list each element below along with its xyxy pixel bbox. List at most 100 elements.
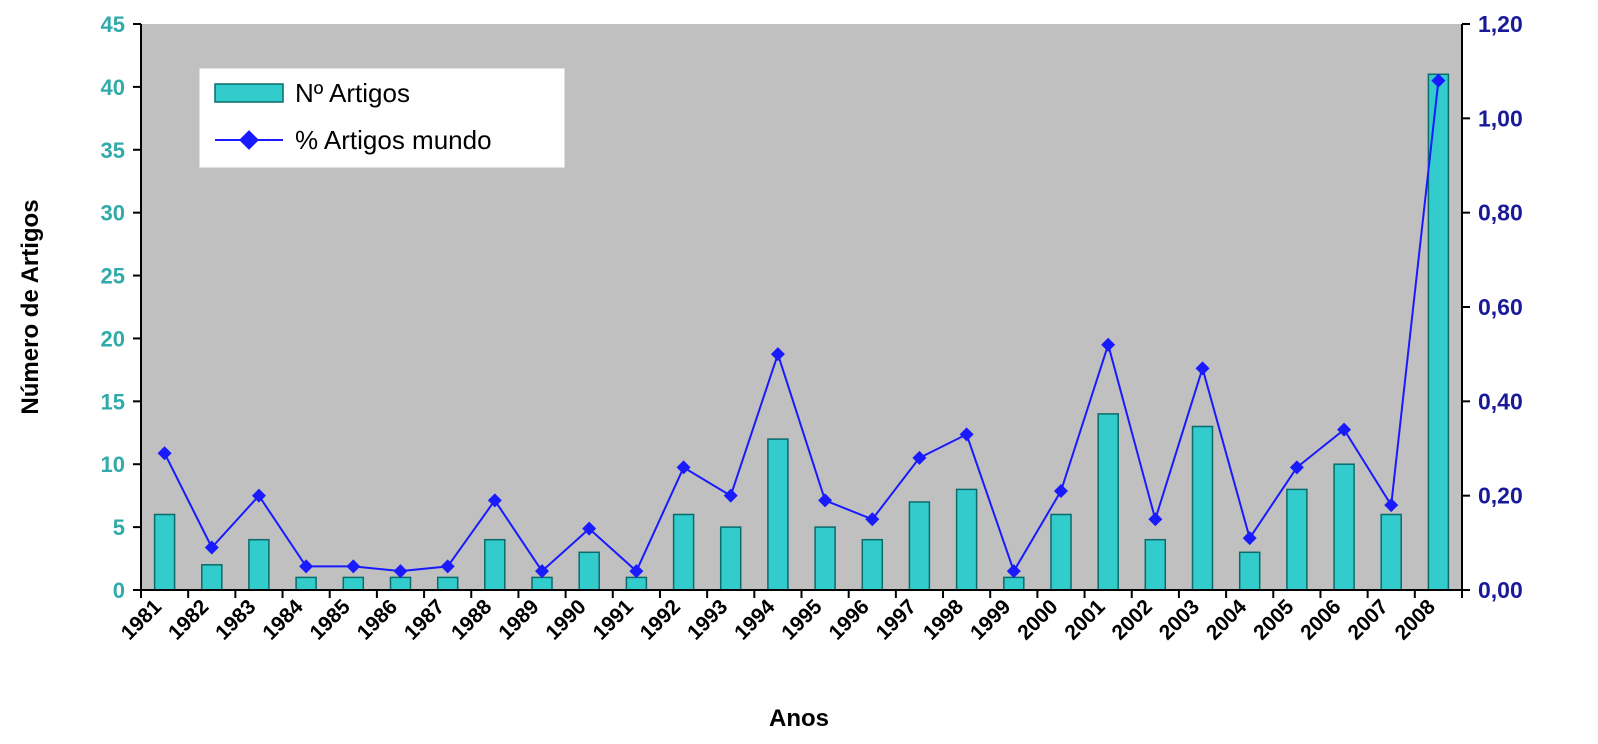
bar-2007: [1380, 513, 1402, 591]
x-tick-label: 2006: [1296, 595, 1345, 644]
line-point-1984: [299, 559, 314, 574]
line-point-1997: [912, 450, 927, 465]
bar-series: [153, 73, 1450, 591]
x-tick-label: 1992: [636, 595, 685, 644]
x-tick-label: 1984: [258, 595, 308, 645]
legend-swatch-bars: [214, 83, 284, 103]
bar-2002: [1144, 538, 1167, 591]
x-tick-label: 2004: [1202, 595, 1252, 645]
left-tick-label: 10: [101, 452, 125, 477]
bar-1983: [248, 538, 270, 591]
bar-1995: [814, 526, 836, 591]
x-tick-label: 1993: [683, 595, 732, 644]
x-tick-label: 2002: [1108, 595, 1157, 644]
line-point-1983: [251, 488, 266, 503]
x-tick-label: 1987: [400, 595, 449, 644]
bar-1999: [1003, 576, 1025, 591]
line-point-1988: [487, 493, 502, 508]
bar-1996: [861, 538, 884, 591]
left-tick-label: 25: [101, 264, 125, 289]
bar-1992: [672, 513, 695, 591]
left-tick-label: 40: [101, 75, 125, 100]
line-point-1999: [1006, 564, 1021, 579]
line-point-1987: [440, 559, 455, 574]
bar-1985: [342, 576, 365, 591]
x-tick-label: 2003: [1155, 595, 1204, 644]
right-tick-label: 0,40: [1478, 388, 1523, 414]
bar-1987: [436, 576, 459, 591]
x-axis-title: Anos: [769, 705, 829, 732]
x-tick-label: 1990: [541, 595, 590, 644]
bar-1998: [955, 488, 978, 591]
line-point-1981: [157, 446, 172, 461]
line-point-2008: [1431, 73, 1446, 88]
line-point-1990: [582, 521, 597, 536]
line-point-1989: [535, 564, 550, 579]
bar-1988: [484, 538, 506, 591]
line-point-2000: [1053, 483, 1068, 498]
x-axis-ticks: 1981198219831984198519861987198819891990…: [117, 590, 1463, 645]
right-tick-label: 0,20: [1478, 483, 1523, 509]
legend-label-line: % Artigos mundo: [295, 125, 492, 155]
left-tick-label: 0: [113, 578, 125, 603]
bar-1997: [908, 501, 931, 591]
x-tick-label: 1999: [966, 595, 1015, 644]
x-tick-label: 1989: [494, 595, 543, 644]
x-tick-label: 1983: [211, 595, 260, 644]
line-point-1991: [629, 564, 644, 579]
bar-1991: [625, 576, 648, 591]
left-tick-label: 5: [113, 515, 125, 540]
line-point-2002: [1148, 512, 1163, 527]
x-tick-label: 1994: [730, 595, 780, 645]
left-tick-label: 20: [101, 326, 125, 351]
x-tick-label: 1985: [306, 595, 356, 645]
line-series: [157, 73, 1446, 579]
bar-2005: [1286, 488, 1308, 591]
line-point-1994: [770, 347, 785, 362]
line-point-1982: [204, 540, 219, 555]
bar-2000: [1050, 513, 1072, 591]
x-tick-label: 1988: [447, 595, 497, 645]
x-tick-label: 1995: [777, 595, 827, 645]
line-point-2006: [1337, 422, 1352, 437]
line-point-2007: [1384, 498, 1399, 513]
line-path: [163, 80, 1440, 574]
x-tick-label: 1997: [872, 595, 921, 644]
x-tick-label: 2008: [1391, 595, 1441, 645]
y-axis-title: Número de Artigos: [17, 199, 44, 414]
x-tick-label: 1998: [919, 595, 969, 645]
x-tick-label: 2001: [1060, 595, 1110, 645]
bar-2006: [1333, 463, 1355, 591]
right-tick-label: 0,60: [1478, 294, 1523, 320]
left-axis-ticks: 0 5 10 15 20 25 30 35 40 45: [101, 12, 141, 603]
legend-label-bars: Nº Artigos: [295, 78, 410, 108]
bar-1994: [767, 438, 789, 591]
line-point-1996: [865, 512, 880, 527]
x-tick-label: 2007: [1343, 595, 1392, 644]
left-tick-label: 15: [101, 389, 125, 414]
line-point-2001: [1101, 337, 1116, 352]
right-axis-ticks: 0,00 0,20 0,40 0,60 0,80 1,00 1,20: [1462, 11, 1523, 603]
line-point-1998: [959, 427, 974, 442]
line-point-2003: [1195, 361, 1210, 376]
x-tick-label: 1986: [353, 595, 402, 644]
x-tick-label: 1982: [164, 595, 213, 644]
right-tick-label: 0,00: [1478, 577, 1523, 603]
line-point-2004: [1242, 531, 1257, 546]
line-point-1992: [676, 460, 691, 475]
right-tick-label: 0,80: [1478, 200, 1523, 226]
line-point-2005: [1289, 460, 1304, 475]
bar-1981: [153, 513, 176, 591]
x-tick-label: 1996: [825, 595, 874, 644]
x-tick-label: 2005: [1249, 595, 1299, 645]
bar-1993: [719, 526, 742, 591]
bar-2001: [1097, 413, 1119, 591]
legend-swatch-marker: [239, 130, 259, 150]
bar-1984: [295, 576, 317, 591]
bar-2004: [1238, 551, 1261, 591]
line-point-1986: [393, 564, 408, 579]
left-tick-label: 45: [101, 12, 125, 37]
right-tick-label: 1,20: [1478, 11, 1523, 37]
line-point-1993: [723, 488, 738, 503]
